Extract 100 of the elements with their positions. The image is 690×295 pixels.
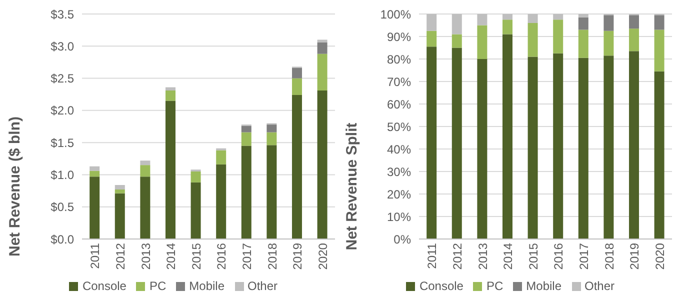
bar bbox=[452, 14, 462, 34]
bar bbox=[452, 48, 462, 239]
bar bbox=[165, 100, 176, 239]
x-tick-label: 2014 bbox=[501, 242, 516, 270]
y-tick-label: 40% bbox=[386, 142, 412, 156]
bar bbox=[578, 30, 588, 58]
x-tick-label: 2011 bbox=[425, 242, 440, 269]
y-tick-label: 0% bbox=[394, 232, 412, 246]
bar bbox=[578, 58, 588, 239]
bar bbox=[477, 14, 488, 26]
bar bbox=[553, 14, 564, 20]
y-tick-label: $3.0 bbox=[50, 39, 74, 54]
bar bbox=[553, 20, 564, 54]
bar bbox=[528, 56, 538, 239]
x-tick-label: 2017 bbox=[576, 242, 591, 270]
legend-label: Other bbox=[584, 279, 615, 293]
bar bbox=[317, 40, 328, 42]
y-tick-label: $2.0 bbox=[50, 104, 74, 118]
bar bbox=[477, 25, 488, 59]
bar bbox=[216, 164, 226, 239]
bar bbox=[604, 30, 614, 56]
bar bbox=[317, 54, 328, 90]
y-tick-label: 10% bbox=[386, 210, 412, 224]
bar bbox=[190, 172, 201, 182]
bar bbox=[452, 34, 462, 48]
bar bbox=[654, 15, 664, 30]
bar bbox=[90, 170, 100, 177]
x-tick-label: 2012 bbox=[113, 242, 128, 270]
y-tick-label: 80% bbox=[386, 52, 412, 66]
x-tick-label: 2015 bbox=[526, 242, 540, 270]
y-axis-title: Net Revenue Split bbox=[343, 122, 360, 250]
bar bbox=[502, 14, 512, 20]
bar bbox=[604, 15, 614, 31]
x-tick-label: 2018 bbox=[265, 242, 280, 270]
y-tick-label: 20% bbox=[386, 187, 412, 202]
bar bbox=[165, 87, 176, 90]
bar bbox=[140, 160, 150, 166]
x-tick-label: 2019 bbox=[290, 242, 305, 270]
bar bbox=[266, 132, 277, 146]
x-tick-label: 2018 bbox=[602, 242, 616, 270]
y-tick-label: $1.0 bbox=[50, 168, 74, 182]
bar bbox=[90, 176, 100, 239]
bar bbox=[292, 95, 302, 239]
bar bbox=[216, 150, 226, 164]
bar bbox=[528, 23, 538, 57]
y-axis-title: Net Revenue ($ bln) bbox=[6, 116, 24, 257]
x-tick-label: 2014 bbox=[164, 242, 178, 270]
legend-label: PC bbox=[149, 279, 166, 293]
y-tick-label: 90% bbox=[386, 30, 412, 44]
bar bbox=[114, 185, 125, 190]
x-tick-label: 2011 bbox=[88, 242, 102, 269]
x-tick-label: 2020 bbox=[652, 242, 667, 270]
bar bbox=[426, 46, 437, 239]
legend-label: Console bbox=[82, 279, 126, 293]
bar bbox=[266, 145, 277, 239]
x-tick-label: 2015 bbox=[189, 242, 204, 270]
legend-label: Other bbox=[248, 279, 278, 293]
x-tick-label: 2017 bbox=[240, 242, 254, 270]
y-tick-label: 70% bbox=[386, 74, 412, 89]
bar bbox=[190, 182, 201, 239]
x-tick-label: 2019 bbox=[628, 242, 642, 270]
bar bbox=[502, 34, 512, 239]
bar bbox=[604, 56, 614, 239]
x-tick-label: 2013 bbox=[138, 242, 153, 270]
y-tick-label: $3.5 bbox=[50, 7, 74, 22]
bar bbox=[426, 30, 437, 47]
legend-label: PC bbox=[486, 279, 504, 293]
bar bbox=[114, 190, 125, 194]
y-tick-label: $0.0 bbox=[50, 232, 74, 246]
legend-label: Mobile bbox=[526, 279, 562, 293]
bar bbox=[140, 165, 150, 177]
x-tick-label: 2012 bbox=[450, 242, 464, 270]
bar bbox=[477, 59, 488, 239]
y-tick-label: 100% bbox=[380, 7, 412, 22]
x-tick-label: 2020 bbox=[316, 242, 330, 270]
bar bbox=[553, 53, 564, 239]
y-tick-label: $2.5 bbox=[50, 72, 74, 86]
x-tick-label: 2016 bbox=[552, 242, 566, 270]
x-tick-label: 2016 bbox=[214, 242, 229, 270]
bar bbox=[628, 28, 639, 52]
y-tick-label: 30% bbox=[386, 164, 412, 179]
bar bbox=[578, 14, 588, 18]
bar bbox=[317, 42, 328, 54]
bar bbox=[241, 146, 252, 239]
bar bbox=[628, 15, 639, 29]
bar bbox=[654, 71, 664, 239]
bar bbox=[292, 78, 302, 95]
bar bbox=[628, 51, 639, 239]
bar bbox=[654, 30, 664, 72]
x-tick-label: 2013 bbox=[476, 242, 490, 270]
bar bbox=[114, 193, 125, 239]
legend-label: Mobile bbox=[189, 279, 225, 293]
bar bbox=[317, 90, 328, 239]
y-tick-label: $0.5 bbox=[50, 200, 74, 214]
bar bbox=[241, 126, 252, 132]
legend-label: Console bbox=[419, 279, 464, 293]
bar bbox=[241, 132, 252, 146]
bar bbox=[578, 17, 588, 30]
y-tick-label: $1.5 bbox=[50, 136, 74, 150]
bar bbox=[528, 14, 538, 23]
